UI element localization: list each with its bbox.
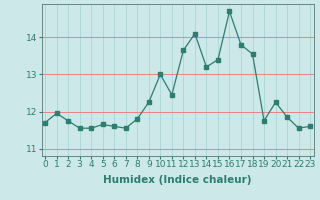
X-axis label: Humidex (Indice chaleur): Humidex (Indice chaleur) (103, 175, 252, 185)
